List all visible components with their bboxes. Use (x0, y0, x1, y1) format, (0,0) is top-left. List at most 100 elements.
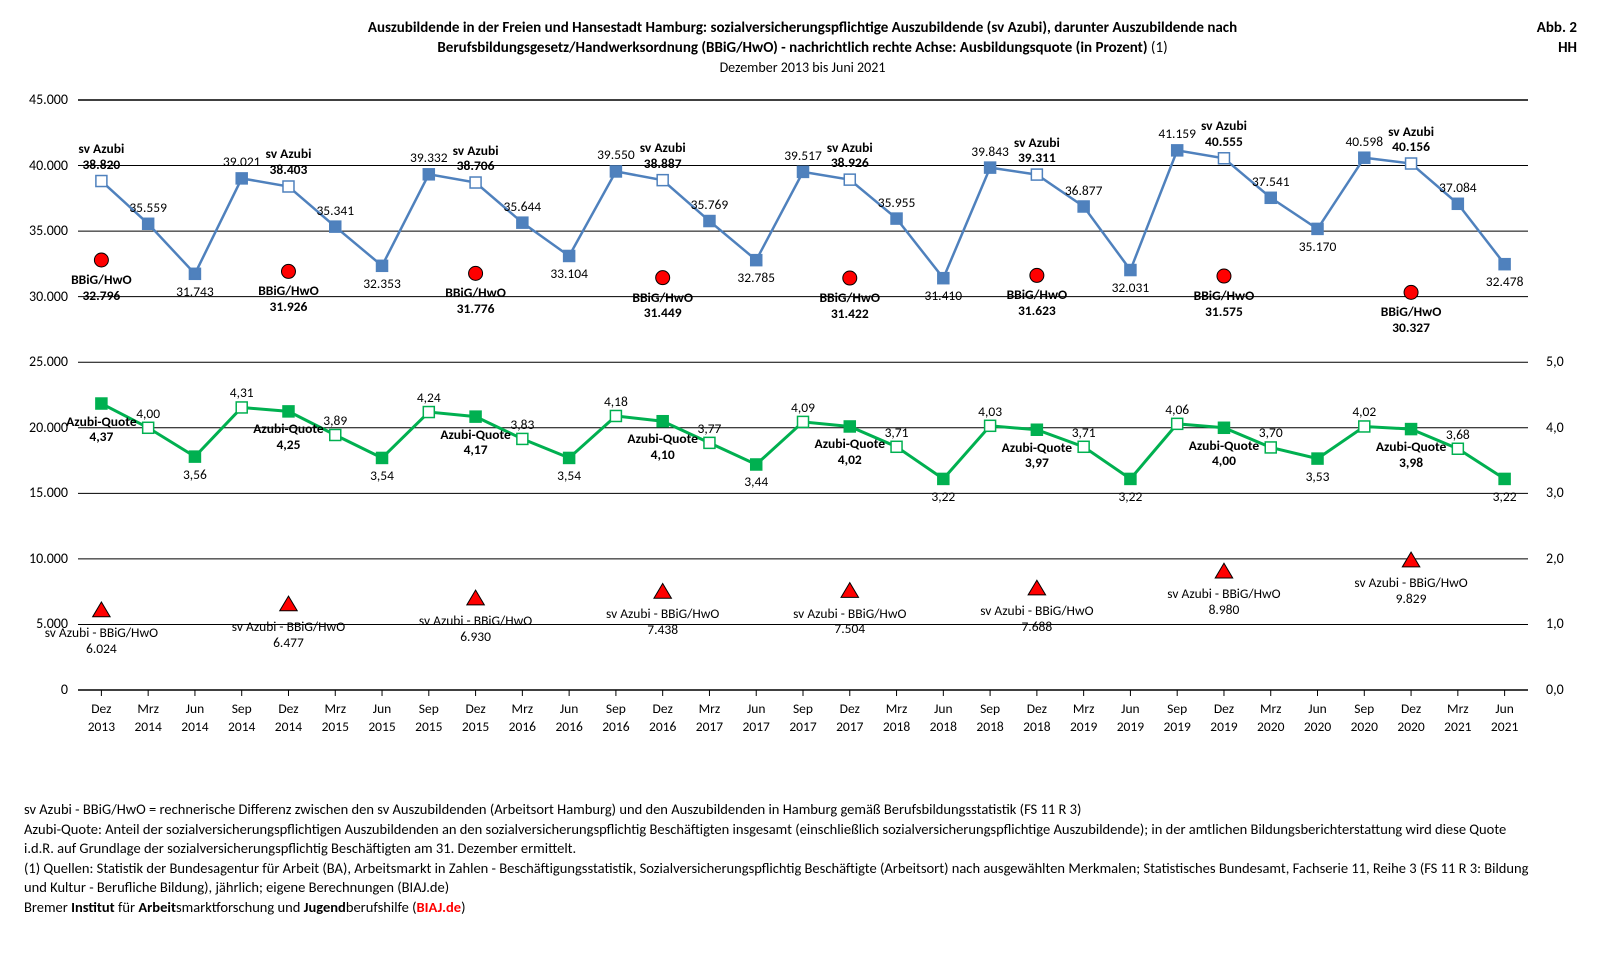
x-tick: Mrz 2016 (509, 700, 536, 735)
bbig-label: BBiG/HwO31.422 (819, 290, 880, 321)
x-tick: Mrz 2014 (134, 700, 161, 735)
x-tick: Dez 2014 (275, 700, 302, 735)
quote-label: 3,54 (370, 468, 394, 484)
quote-label: 4,09 (791, 400, 815, 416)
x-tick: Dez 2013 (88, 700, 115, 735)
sv-azubi-label: 31.743 (176, 284, 214, 300)
x-tick: Dez 2019 (1210, 700, 1237, 735)
quote-label: Azubi-Quote4,37 (66, 414, 137, 445)
quote-label: 4,24 (417, 390, 441, 406)
sv-azubi-label: 39.332 (410, 150, 448, 166)
sv-azubi-label: 31.410 (925, 288, 963, 304)
x-tick: Jun 2019 (1117, 700, 1144, 735)
sv-azubi-label: sv Azubi38.887 (640, 140, 686, 171)
sv-azubi-label: 37.084 (1439, 180, 1477, 196)
quote-label: 3,22 (1493, 489, 1517, 505)
bbig-label: BBiG/HwO30.327 (1381, 304, 1442, 335)
sv-azubi-label: sv Azubi38.403 (266, 146, 312, 177)
quote-label: 3,70 (1259, 425, 1283, 441)
x-tick: Dez 2017 (836, 700, 863, 735)
quote-label: 3,71 (1072, 425, 1096, 441)
abb-label: Abb. 2 (1537, 18, 1577, 38)
quote-label: 4,03 (978, 404, 1002, 420)
x-tick: Sep 2015 (415, 700, 442, 735)
sv-azubi-label: 32.478 (1486, 274, 1524, 290)
quote-label: 3,44 (744, 474, 768, 490)
x-tick: Mrz 2015 (322, 700, 349, 735)
region-label: HH (1537, 38, 1577, 58)
chart-title: Auszubildende in der Freien und Hansesta… (0, 18, 1605, 77)
quote-label: 3,89 (323, 413, 347, 429)
y-left-tick: 40.000 (8, 157, 68, 174)
sv-azubi-label: 32.353 (363, 276, 401, 292)
footnote-2: Azubi-Quote: Anteil der sozialversicheru… (24, 820, 1535, 859)
quote-label: 4,06 (1165, 402, 1189, 418)
quote-label: 3,54 (557, 468, 581, 484)
sv-azubi-label: 35.559 (129, 200, 167, 216)
x-tick: Mrz 2017 (696, 700, 723, 735)
diff-label: sv Azubi - BBiG/HwO7.688 (980, 603, 1093, 634)
sv-azubi-label: sv Azubi40.555 (1201, 118, 1247, 149)
diff-label: sv Azubi - BBiG/HwO9.829 (1354, 575, 1467, 606)
sv-azubi-label: 35.644 (504, 199, 542, 215)
quote-label: 3,56 (183, 467, 207, 483)
footnote-4: Bremer Institut für Arbeitsmarktforschun… (24, 898, 1535, 918)
diff-label: sv Azubi - BBiG/HwO6.024 (45, 625, 158, 656)
quote-label: Azubi-Quote4,25 (253, 421, 324, 452)
quote-label: 4,02 (1352, 404, 1376, 420)
title-suffix: (1) (1148, 39, 1168, 57)
sv-azubi-label: sv Azubi39.311 (1014, 135, 1060, 166)
x-tick: Sep 2016 (602, 700, 629, 735)
sv-azubi-label: 39.021 (223, 154, 261, 170)
y-right-tick: 5,0 (1546, 353, 1586, 370)
sv-azubi-label: 39.550 (597, 147, 635, 163)
sv-azubi-label: 41.159 (1158, 126, 1196, 142)
sv-azubi-label: 32.785 (737, 270, 775, 286)
quote-label: Azubi-Quote3,98 (1376, 439, 1447, 470)
diff-label: sv Azubi - BBiG/HwO7.438 (606, 606, 719, 637)
footnote-1: sv Azubi - BBiG/HwO = rechnerische Diffe… (24, 800, 1535, 820)
x-tick: Jun 2015 (368, 700, 395, 735)
sv-azubi-label: 35.769 (691, 197, 729, 213)
x-tick: Mrz 2020 (1257, 700, 1284, 735)
x-tick: Mrz 2018 (883, 700, 910, 735)
y-right-tick: 3,0 (1546, 484, 1586, 501)
x-tick: Jun 2020 (1304, 700, 1331, 735)
diff-label: sv Azubi - BBiG/HwO8.980 (1167, 586, 1280, 617)
sv-azubi-label: 32.031 (1112, 280, 1150, 296)
bbig-label: BBiG/HwO32.796 (71, 272, 132, 303)
x-tick: Jun 2017 (743, 700, 770, 735)
sv-azubi-label: sv Azubi38.926 (827, 140, 873, 171)
quote-label: 3,22 (931, 489, 955, 505)
y-right-tick: 0,0 (1546, 681, 1586, 698)
bbig-label: BBiG/HwO31.449 (632, 290, 693, 321)
sv-azubi-label: sv Azubi40.156 (1388, 124, 1434, 155)
y-left-tick: 30.000 (8, 288, 68, 305)
bbig-label: BBiG/HwO31.623 (1007, 287, 1068, 318)
x-tick: Jun 2014 (181, 700, 208, 735)
sv-azubi-label: 33.104 (550, 266, 588, 282)
x-tick: Dez 2018 (1023, 700, 1050, 735)
sv-azubi-label: 35.955 (878, 195, 916, 211)
x-tick: Mrz 2021 (1444, 700, 1471, 735)
x-tick: Dez 2020 (1397, 700, 1424, 735)
y-left-tick: 45.000 (8, 91, 68, 108)
sv-azubi-label: sv Azubi38.706 (453, 143, 499, 174)
x-tick: Jun 2016 (555, 700, 582, 735)
x-tick: Dez 2015 (462, 700, 489, 735)
sv-azubi-label: sv Azubi38.820 (78, 141, 124, 172)
bbig-label: BBiG/HwO31.776 (445, 285, 506, 316)
footer: sv Azubi - BBiG/HwO = rechnerische Diffe… (24, 800, 1535, 917)
y-left-tick: 10.000 (8, 550, 68, 567)
plot-area: 05.00010.00015.00020.00025.00030.00035.0… (78, 100, 1528, 740)
quote-label: 3,71 (885, 425, 909, 441)
bbig-label: BBiG/HwO31.575 (1194, 288, 1255, 319)
quote-label: 3,53 (1306, 469, 1330, 485)
quote-label: 3,68 (1446, 427, 1470, 443)
sv-azubi-label: 35.341 (316, 203, 354, 219)
quote-label: 4,31 (230, 385, 254, 401)
title-line1: Auszubildende in der Freien und Hansesta… (368, 19, 1237, 37)
sv-azubi-label: 40.598 (1345, 134, 1383, 150)
x-tick: Sep 2020 (1351, 700, 1378, 735)
quote-label: 4,18 (604, 394, 628, 410)
